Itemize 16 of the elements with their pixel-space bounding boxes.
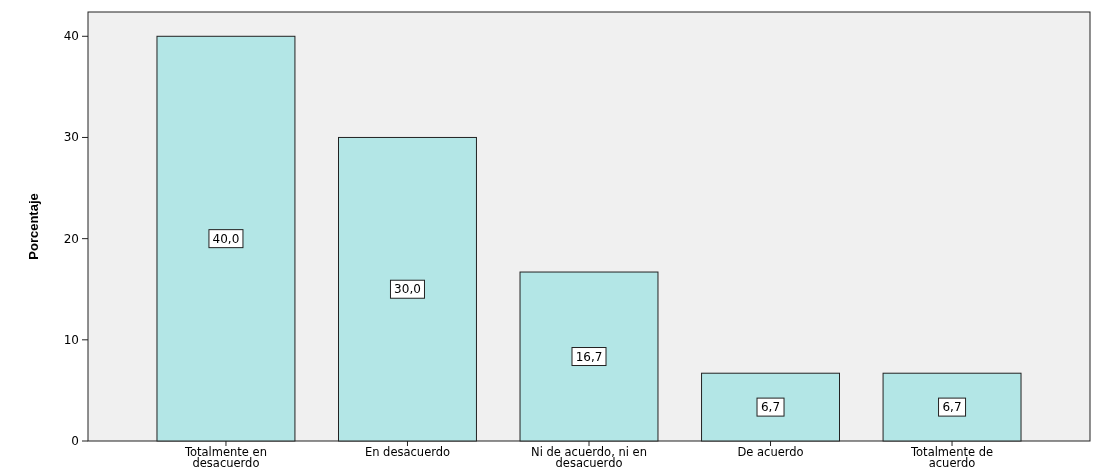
data-label: 16,7 — [575, 349, 603, 364]
y-tick-label: 30 — [63, 130, 79, 145]
data-label: 30,0 — [394, 282, 421, 297]
x-tick-label: Ni de acuerdo, ni en desacuerdo — [531, 445, 647, 470]
y-axis-title: Porcentaje — [26, 193, 41, 260]
x-tick-label: En desacuerdo — [364, 445, 451, 459]
x-tick-label: Totalmente de acuerdo — [910, 445, 994, 470]
y-tick-label: 0 — [71, 434, 79, 448]
x-tick-label: Totalmente en desacuerdo — [183, 445, 267, 470]
data-label: 6,7 — [760, 400, 781, 415]
data-label: 6,7 — [942, 400, 962, 415]
y-tick-label: 10 — [63, 332, 79, 347]
x-tick-label: De acuerdo — [737, 445, 804, 459]
y-tick-label: 20 — [63, 231, 79, 246]
y-tick-label: 40 — [63, 29, 79, 44]
data-label: 40,0 — [212, 231, 240, 246]
